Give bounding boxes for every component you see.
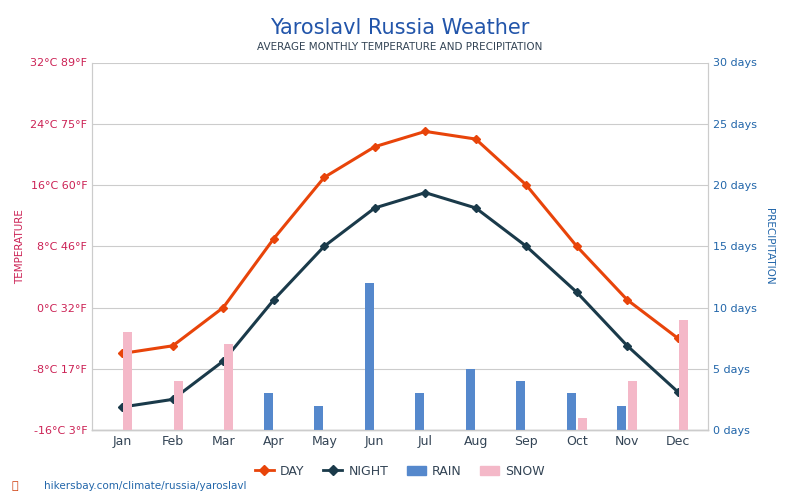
Bar <box>174 381 183 430</box>
Y-axis label: TEMPERATURE: TEMPERATURE <box>14 209 25 284</box>
Legend: DAY, NIGHT, RAIN, SNOW: DAY, NIGHT, RAIN, SNOW <box>250 460 550 482</box>
Text: hikersbay.com/climate/russia/yaroslavl: hikersbay.com/climate/russia/yaroslavl <box>44 481 246 491</box>
Bar <box>617 406 626 430</box>
Bar <box>628 381 638 430</box>
Text: AVERAGE MONTHLY TEMPERATURE AND PRECIPITATION: AVERAGE MONTHLY TEMPERATURE AND PRECIPIT… <box>258 42 542 52</box>
Text: Yaroslavl Russia Weather: Yaroslavl Russia Weather <box>270 18 530 38</box>
Bar <box>578 418 587 430</box>
Bar <box>365 283 374 430</box>
Y-axis label: PRECIPITATION: PRECIPITATION <box>763 208 774 284</box>
Text: 📍: 📍 <box>12 481 18 491</box>
Bar <box>516 381 526 430</box>
Bar <box>678 320 688 430</box>
Bar <box>566 393 576 430</box>
Bar <box>466 369 474 430</box>
Bar <box>415 393 424 430</box>
Bar <box>123 332 132 430</box>
Bar <box>224 344 234 430</box>
Bar <box>314 406 323 430</box>
Bar <box>264 393 273 430</box>
